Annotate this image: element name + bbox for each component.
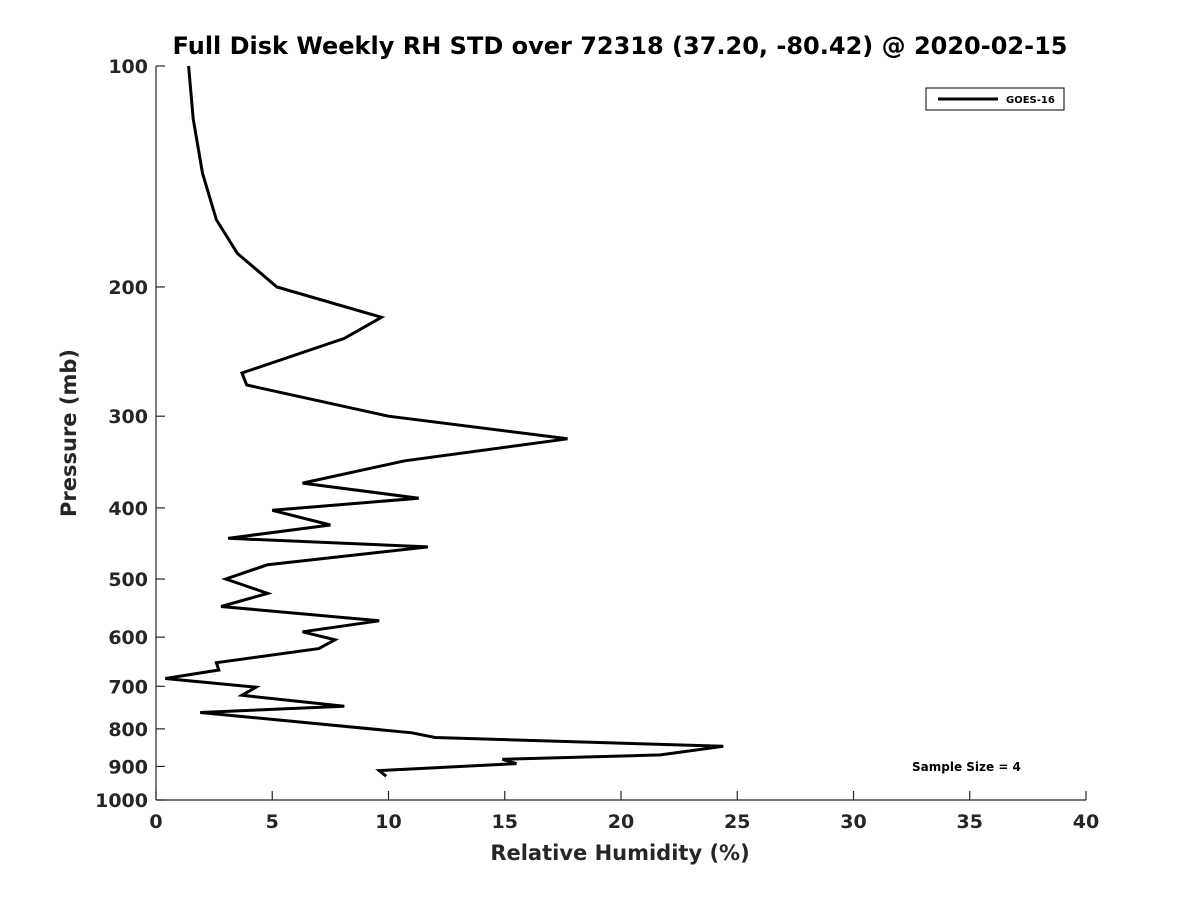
y-tick-label: 200 [108, 277, 148, 299]
legend: GOES-16 [925, 87, 1065, 111]
y-tick-label: 300 [108, 406, 148, 428]
x-tick-label: 10 [375, 811, 401, 833]
chart-title: Full Disk Weekly RH STD over 72318 (37.2… [173, 32, 1068, 60]
y-tick-label: 1000 [95, 790, 148, 812]
x-tick-label: 0 [149, 811, 162, 833]
y-tick-group: 100 200 300 400 500 600 700 800 900 1000 [95, 56, 165, 812]
y-tick-label: 900 [108, 756, 148, 778]
y-tick-label: 400 [108, 498, 148, 520]
y-tick-label: 700 [108, 676, 148, 698]
y-tick-label: 100 [108, 56, 148, 78]
x-tick-label: 15 [492, 811, 518, 833]
series-line-goes16 [165, 65, 724, 778]
sample-size-annotation: Sample Size = 4 [912, 760, 1021, 774]
y-tick-label: 600 [108, 627, 148, 649]
x-tick-label: 40 [1073, 811, 1099, 833]
y-axis-label: Pressure (mb) [57, 349, 81, 517]
x-tick-label: 20 [608, 811, 634, 833]
x-tick-label: 5 [266, 811, 279, 833]
x-tick-group: 0 5 10 15 20 25 30 35 40 [149, 791, 1099, 833]
legend-label-goes16: GOES-16 [1006, 95, 1055, 106]
x-tick-label: 35 [957, 811, 983, 833]
x-tick-label: 30 [840, 811, 866, 833]
x-axis-label: Relative Humidity (%) [490, 841, 749, 865]
x-tick-label: 25 [724, 811, 750, 833]
y-tick-label: 500 [108, 569, 148, 591]
y-tick-label: 800 [108, 719, 148, 741]
